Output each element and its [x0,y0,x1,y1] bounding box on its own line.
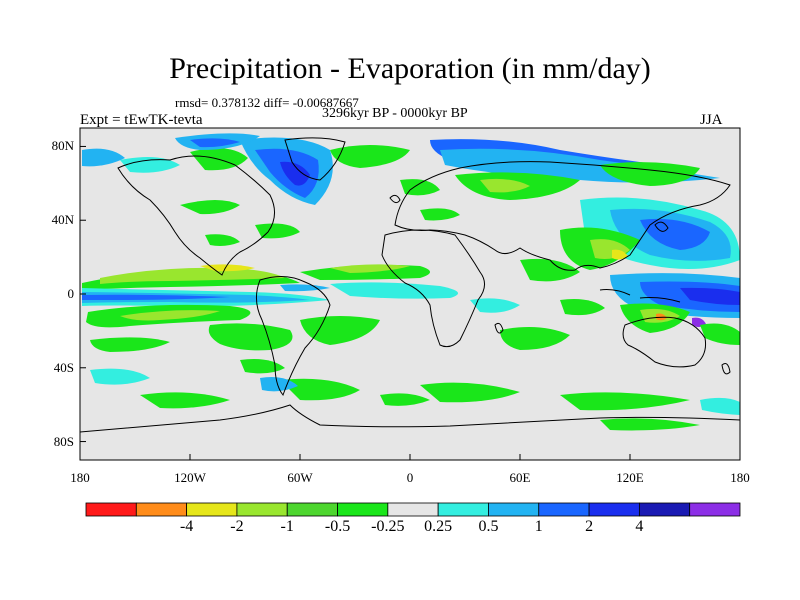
lat-tick-label: 80N [51,138,74,154]
contour-region [700,397,740,415]
contour-region [640,218,710,250]
coastline-eurasia [394,161,731,271]
contour-region [470,298,520,313]
contour-region [420,382,520,403]
lon-tick-label: 60W [287,470,313,485]
contour-region [420,208,460,221]
contour-region [680,287,740,305]
contour-region [500,326,570,350]
colorbar-label: -0.25 [371,518,405,535]
colorbar-label: 2 [585,518,594,535]
colorbar-swatch [689,502,741,517]
lat-tick-label: 0 [67,286,75,301]
coastline-africa [381,229,485,348]
colorbar-label: 1 [534,518,543,535]
colorbar-label: 0.5 [478,518,499,535]
lat-tick-label: 40S [53,359,74,375]
season-label: JJA [700,112,723,128]
contour-region [280,284,330,292]
coastline-japan [654,221,669,232]
contour-region [280,378,360,401]
contour-region [82,294,230,300]
axis-ticks [79,145,741,460]
colorbar-swatch [186,502,238,517]
contour-region [330,282,458,299]
coastline-madagascar [494,322,504,334]
colorbar [85,502,741,517]
colorbar-label: -4 [179,518,194,535]
colorbar-swatch [387,502,439,517]
contour-region [82,148,125,167]
contour-region [330,145,410,168]
contour-field [82,133,740,431]
colorbar-swatch [85,502,137,517]
stats-line: rmsd= 0.378132 diff= -0.00687667 [175,95,359,110]
colorbar-swatch [437,502,489,517]
contour-region [140,392,230,409]
contour-region [180,200,240,215]
colorbar-label: -1 [280,518,294,535]
contour-region [380,393,430,406]
contour-region [208,323,293,351]
coastline-antarctica [80,404,740,433]
contour-region [120,310,220,321]
map-title: Precipitation - Evaporation (in mm/day) [169,52,651,85]
contour-region [300,316,380,345]
contour-region [480,178,530,193]
contour-region [612,249,628,260]
contour-region [330,264,410,273]
contour-region [120,156,180,173]
colorbar-swatch [236,502,288,517]
contour-region [700,323,740,345]
contour-region [520,258,580,282]
coastline-north-america [117,155,275,276]
experiment-label: Expt = tEwTK-tevta [80,112,203,128]
lon-tick-label: 0 [406,470,414,485]
coastline-greenland [284,137,346,181]
colorbar-swatch [588,502,640,517]
colorbar-label: -0.5 [324,518,351,535]
period-subtitle: 3296kyr BP - 0000kyr BP [322,106,468,121]
lon-tick-label: 120E [616,470,644,485]
contour-region [190,138,240,148]
contour-region [560,392,690,411]
contour-region [240,359,285,374]
colorbar-swatch [286,502,338,517]
contour-region [100,267,285,284]
coastline-indonesia [599,289,681,303]
contour-region [560,299,605,316]
contour-region [600,418,700,431]
contour-region [280,161,310,186]
lat-tick-label: 40N [51,212,74,228]
colorbar-label: 4 [635,518,644,535]
coastline-australia [622,316,706,368]
coastline-uk [389,194,401,204]
colorbar-swatch [638,502,691,517]
contour-region [400,179,440,196]
coastline-south-america [256,276,331,397]
contour-region [90,337,170,352]
coastline-new-zealand [721,363,731,375]
colorbar-label: 0.25 [424,518,453,535]
contour-region [205,234,240,246]
colorbar-swatch [135,502,188,517]
lat-tick-label: 80S [53,433,74,449]
colorbar-swatch [337,502,389,517]
colorbar-label: -2 [230,518,244,535]
lon-tick-label: 60E [509,470,531,485]
colorbar-swatch [538,502,590,517]
lon-tick-label: 120W [174,470,206,485]
colorbar-swatch [488,502,540,517]
contour-region [90,368,150,385]
lon-tick-label: 180 [730,470,750,485]
lon-tick-label: 180 [70,470,90,485]
coastlines [80,137,740,433]
contour-region [255,223,300,239]
